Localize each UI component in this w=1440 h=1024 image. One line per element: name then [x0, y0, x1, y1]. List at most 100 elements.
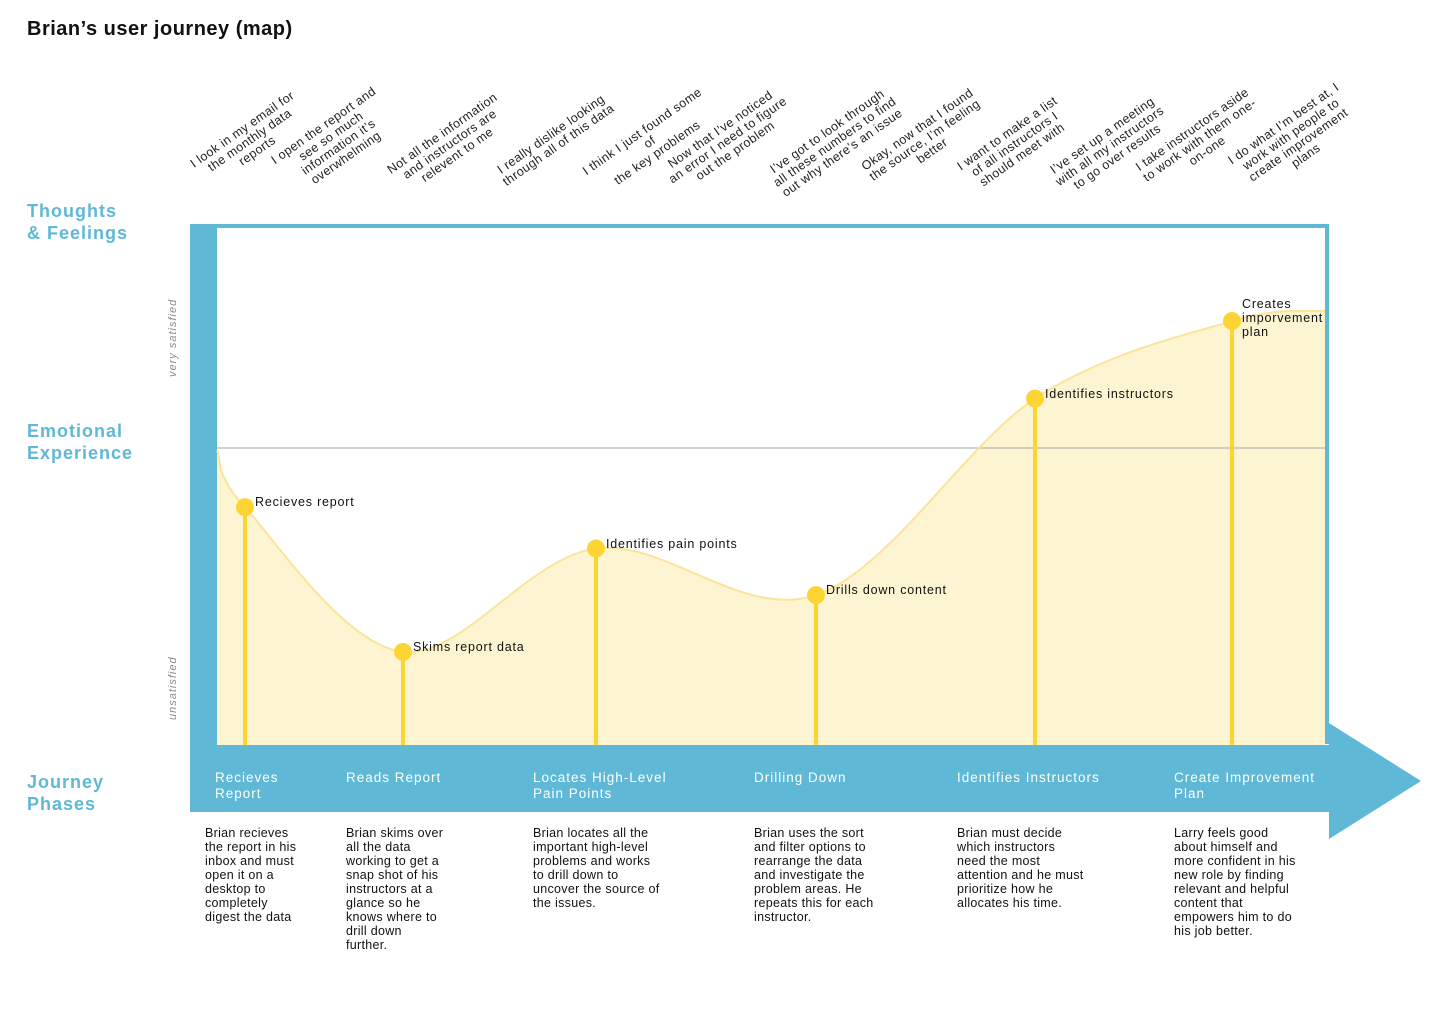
phase-name-2: Reads Report — [346, 770, 441, 786]
phase-name-line: Locates High-Level — [533, 770, 667, 785]
marker-dot — [1223, 312, 1241, 331]
phase-name-4: Drilling Down — [754, 770, 847, 786]
phase-desc-line: problem areas. He — [754, 882, 862, 896]
phase-desc-line: the report in his — [205, 840, 297, 854]
phase-name-5: Identifies Instructors — [957, 770, 1100, 786]
phase-desc-line: prioritize how he — [957, 882, 1054, 896]
phase-desc-line: inbox and must — [205, 854, 294, 868]
emotion-markers — [236, 312, 1241, 745]
phase-desc-line: repeats this for each — [754, 896, 874, 910]
phase-desc-line: open it on a — [205, 868, 274, 882]
phase-desc-line: and filter options to — [754, 840, 866, 854]
phase-name-line: Create Improvement — [1174, 770, 1316, 785]
point-label-line: Recieves report — [255, 495, 355, 510]
phase-desc-line: rearrange the data — [754, 854, 863, 868]
marker-dot — [1026, 389, 1044, 408]
phases-label-line-2: Phases — [27, 794, 97, 814]
marker-dot — [236, 498, 254, 517]
point-label-line: Identifies pain points — [606, 536, 738, 551]
phase-name-line: Identifies Instructors — [957, 770, 1100, 785]
phase-desc-line: Brian uses the sort — [754, 826, 864, 840]
phase-desc-line: important high-level — [533, 840, 649, 854]
phase-name-1: Recieves Report — [215, 770, 279, 802]
phase-desc-line: empowers him to do — [1174, 910, 1292, 924]
phase-desc-line: new role by finding — [1174, 868, 1284, 882]
phase-desc-line: which instructors — [957, 840, 1056, 854]
point-label-line: plan — [1242, 325, 1269, 340]
page-title: Brian’s user journey (map) — [27, 18, 293, 40]
thoughts-feelings-label: Thoughts & Feelings — [27, 200, 128, 244]
phase-desc-line: the issues. — [533, 896, 597, 910]
phase-desc-line: further. — [346, 938, 388, 952]
marker-dot — [394, 642, 412, 661]
phase-desc-3: Brian locates all the important high-leve… — [533, 826, 660, 910]
phase-desc-line: his job better. — [1174, 924, 1253, 938]
phase-band — [190, 745, 1329, 812]
phase-name-line: Report — [215, 786, 262, 801]
phase-desc-line: knows where to — [346, 910, 438, 924]
point-label-line: imporvement — [1242, 311, 1324, 326]
phase-desc-line: drill down — [346, 924, 402, 938]
point-label-line: Identifies instructors — [1045, 386, 1174, 401]
point-label-2: Skims report data — [413, 640, 525, 654]
phase-desc-line: about himself and — [1174, 840, 1278, 854]
phase-desc-line: Brian must decide — [957, 826, 1063, 840]
chart-frame-top — [190, 224, 1329, 228]
phase-desc-line: and investigate the — [754, 868, 865, 882]
point-label-line: Creates — [1242, 297, 1292, 312]
phase-desc-5: Brian must decide which instructors need t… — [957, 826, 1084, 910]
phase-desc-line: instructors at a — [346, 882, 433, 896]
phase-name-line: Pain Points — [533, 786, 613, 801]
phase-desc-6: Larry feels good about himself and more co… — [1174, 826, 1296, 938]
phase-desc-line: completely — [205, 896, 268, 910]
point-label-5: Identifies instructors — [1045, 387, 1174, 401]
phase-name-line: Recieves — [215, 770, 279, 785]
point-label-3: Identifies pain points — [606, 537, 738, 551]
phase-arrow-head — [1329, 723, 1421, 839]
phase-desc-line: instructor. — [754, 910, 812, 924]
phase-name-line: Drilling Down — [754, 770, 847, 785]
phase-name-line: Plan — [1174, 786, 1206, 801]
phase-desc-line: digest the data — [205, 910, 292, 924]
thoughts-label-line-2: & Feelings — [27, 223, 129, 243]
phase-desc-line: snap shot of his — [346, 868, 439, 882]
phase-desc-line: Brian locates all the — [533, 826, 649, 840]
phases-label-line-1: Journey — [27, 772, 105, 792]
phase-desc-line: content that — [1174, 896, 1243, 910]
point-label-6: Creates imporvement plan — [1242, 297, 1323, 339]
marker-dot — [587, 539, 605, 558]
chart-frame-left — [190, 224, 217, 812]
phase-desc-line: relevant and helpful — [1174, 882, 1290, 896]
phase-desc-line: desktop to — [205, 882, 266, 896]
phase-desc-line: working to get a — [346, 854, 440, 868]
phase-desc-line: Larry feels good — [1174, 826, 1269, 840]
phase-desc-2: Brian skims over all the data working to g… — [346, 826, 443, 952]
phase-desc-1: Brian recieves the report in his inbox and… — [205, 826, 296, 924]
emotion-curve — [216, 309, 1326, 654]
phase-desc-line: Brian skims over — [346, 826, 444, 840]
phase-desc-line: uncover the source of — [533, 882, 660, 896]
phase-desc-line: problems and works — [533, 854, 651, 868]
phase-desc-line: Brian recieves — [205, 826, 289, 840]
journey-phases-label: Journey Phases — [27, 771, 104, 815]
phase-name-6: Create Improvement Plan — [1174, 770, 1315, 802]
phase-desc-4: Brian uses the sort and filter options to… — [754, 826, 874, 924]
phase-desc-line: all the data — [346, 840, 411, 854]
phase-name-line: Reads Report — [346, 770, 442, 785]
phase-desc-line: allocates his time. — [957, 896, 1063, 910]
point-label-4: Drills down content — [826, 583, 947, 597]
chart-frame-right — [1325, 224, 1329, 744]
thoughts-label-line-1: Thoughts — [27, 201, 117, 221]
emotional-label-line-2: Experience — [27, 443, 134, 463]
phase-name-3: Locates High-Level Pain Points — [533, 770, 667, 802]
phase-desc-line: to drill down to — [533, 868, 619, 882]
point-label-line: Skims report data — [413, 639, 525, 654]
point-label-1: Recieves report — [255, 495, 355, 509]
marker-dot — [807, 586, 825, 605]
emotional-label-line-1: Emotional — [27, 421, 124, 441]
emotional-experience-label: Emotional Experience — [27, 420, 133, 464]
emotion-curve-fill — [217, 310, 1325, 745]
point-label-line: Drills down content — [826, 583, 947, 598]
phase-desc-line: more confident in his — [1174, 854, 1296, 868]
